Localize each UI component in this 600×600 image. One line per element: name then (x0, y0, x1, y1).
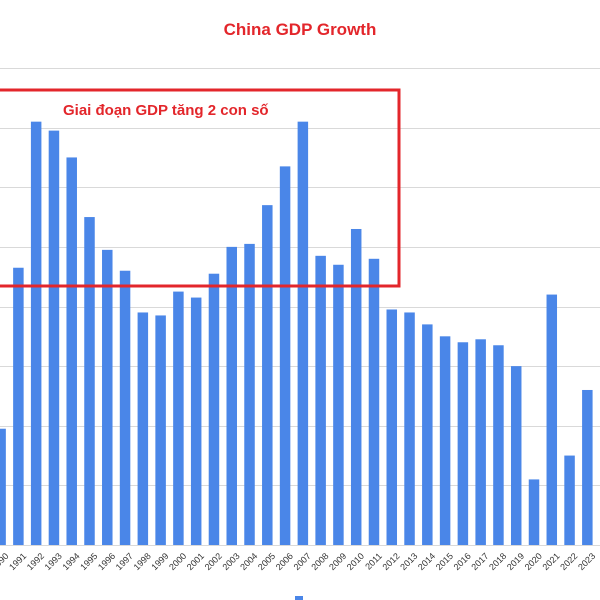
x-tick-label: 2017 (469, 551, 490, 572)
bar-2017 (475, 339, 486, 545)
bar-1993 (48, 130, 60, 546)
x-tick-label: 2018 (487, 551, 508, 572)
bar-2021 (546, 294, 558, 545)
x-tick-label: 2020 (523, 551, 544, 572)
x-tick-label: 2000 (167, 551, 188, 572)
bar-2014 (422, 324, 433, 545)
bar-1990 (0, 428, 6, 545)
x-tick-label: 1997 (114, 551, 135, 572)
legend-marker (295, 596, 303, 600)
annotation-group: Giai đoạn GDP tăng 2 con số (0, 88, 401, 288)
x-tick-label: 2012 (380, 551, 401, 572)
bar-2004 (244, 243, 255, 545)
x-tick-label: 2022 (558, 551, 579, 572)
bar-2013 (404, 312, 415, 545)
bar-2000 (173, 291, 184, 545)
x-tick-label: 1994 (60, 551, 81, 572)
x-tick-label: 2007 (292, 551, 313, 572)
bar-2006 (279, 166, 291, 545)
x-tick-label: 2015 (434, 551, 455, 572)
x-axis-tick-labels: 1990199119921993199419951996199719981999… (0, 551, 597, 572)
x-tick-label: 2014 (416, 551, 437, 572)
bar-2020 (528, 479, 540, 545)
bar-1994 (66, 157, 77, 545)
bar-2001 (190, 297, 202, 545)
bar-1995 (84, 217, 95, 545)
x-tick-label: 2003 (220, 551, 241, 572)
annotation-box (0, 88, 401, 288)
x-tick-label: 1990 (0, 551, 11, 572)
bar-2011 (368, 258, 380, 545)
x-tick-label: 2011 (363, 551, 384, 572)
bar-1996 (102, 249, 113, 546)
x-tick-label: 2023 (576, 551, 597, 572)
bar-2010 (350, 228, 362, 546)
x-tick-label: 2019 (505, 551, 526, 572)
chart-title: China GDP Growth (223, 20, 377, 39)
x-tick-label: 2009 (327, 551, 348, 572)
x-tick-label: 1993 (43, 551, 64, 572)
x-tick-label: 1991 (7, 551, 28, 572)
bar-2002 (208, 273, 220, 545)
bar-2019 (510, 366, 522, 546)
bar-2012 (386, 309, 398, 545)
bar-2023 (582, 389, 593, 545)
x-tick-label: 1999 (149, 551, 170, 572)
bar-1997 (119, 270, 131, 545)
bar-2018 (493, 345, 504, 545)
x-tick-label: 2021 (540, 551, 561, 572)
bar-2003 (226, 246, 237, 546)
x-tick-label: 1992 (25, 551, 46, 572)
bars (0, 121, 593, 546)
bar-2016 (457, 342, 469, 545)
bar-1998 (137, 312, 149, 545)
x-tick-label: 2004 (238, 551, 259, 572)
x-tick-label: 2001 (185, 551, 206, 572)
x-tick-label: 2002 (203, 551, 224, 572)
x-tick-label: 1998 (132, 551, 153, 572)
bar-2005 (262, 205, 273, 545)
x-tick-label: 2016 (452, 551, 473, 572)
x-tick-label: 1996 (96, 551, 117, 572)
bar-1992 (30, 121, 42, 545)
bar-2008 (315, 255, 326, 545)
bar-2015 (439, 336, 451, 545)
bar-2009 (333, 264, 344, 545)
x-tick-label: 2006 (274, 551, 295, 572)
bar-1991 (13, 267, 24, 545)
annotation-text: Giai đoạn GDP tăng 2 con số (63, 102, 269, 119)
x-tick-label: 1995 (78, 551, 99, 572)
bar-2022 (564, 455, 575, 545)
bar-1999 (155, 315, 166, 545)
x-tick-label: 2005 (256, 551, 277, 572)
bar-2007 (297, 121, 309, 545)
x-tick-label: 2010 (345, 551, 366, 572)
x-tick-label: 2013 (398, 551, 419, 572)
x-tick-label: 2008 (309, 551, 330, 572)
